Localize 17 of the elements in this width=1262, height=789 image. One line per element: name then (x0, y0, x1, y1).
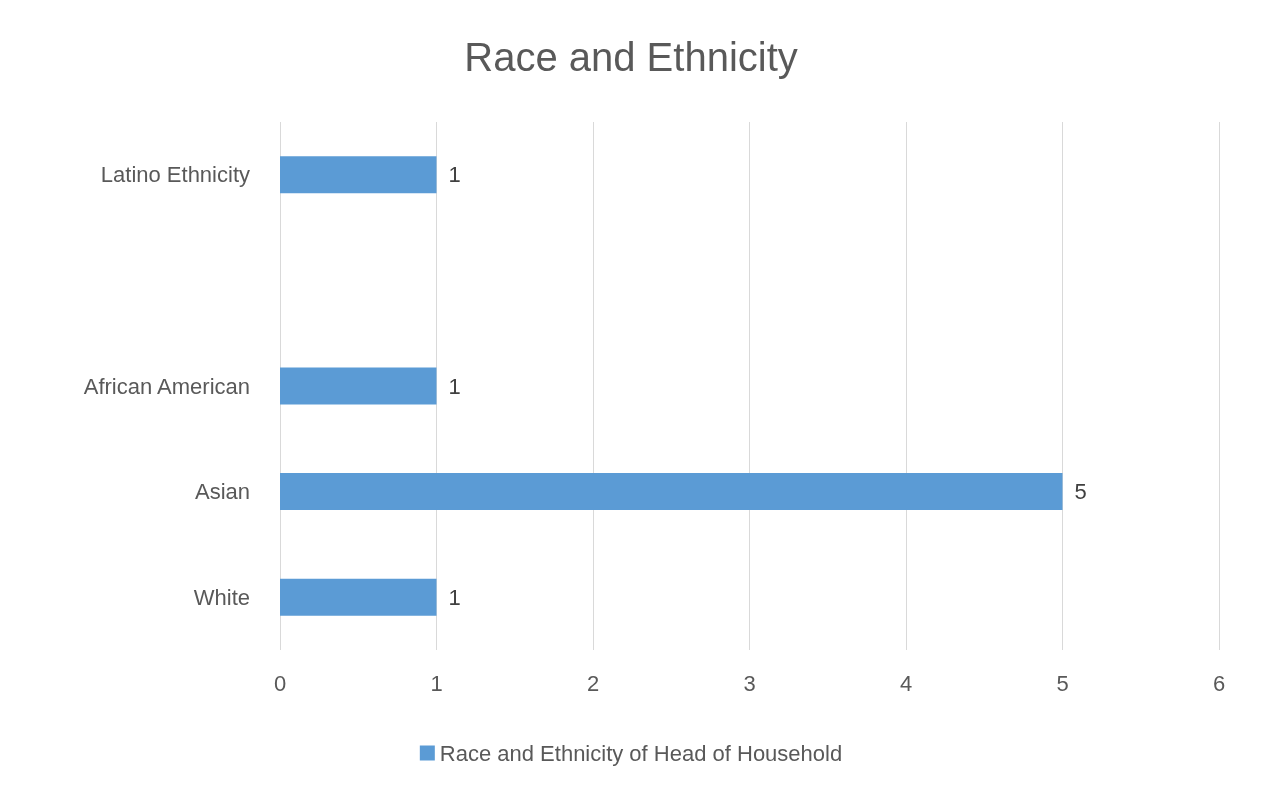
legend-label: Race and Ethnicity of Head of Household (439, 740, 843, 766)
x-tick-label: 4 (899, 670, 913, 696)
data-label: 5 (1074, 479, 1087, 505)
x-tick-label: 6 (1212, 670, 1226, 696)
y-tick-label: Asian (194, 479, 250, 505)
y-tick-label: White (193, 584, 250, 610)
data-label: 1 (448, 373, 461, 399)
y-tick-label: Latino Ethnicity (100, 162, 250, 188)
y-tick-label: African American (83, 373, 250, 399)
x-tick-label: 5 (1056, 670, 1069, 696)
x-tick-label: 1 (430, 670, 443, 696)
chart-title: Race and Ethnicity (464, 35, 798, 79)
x-tick-label: 0 (273, 670, 287, 696)
x-tick-label: 2 (586, 670, 600, 696)
data-label: 1 (448, 584, 461, 610)
x-tick-label: 3 (743, 670, 756, 696)
data-label: 1 (448, 162, 461, 188)
